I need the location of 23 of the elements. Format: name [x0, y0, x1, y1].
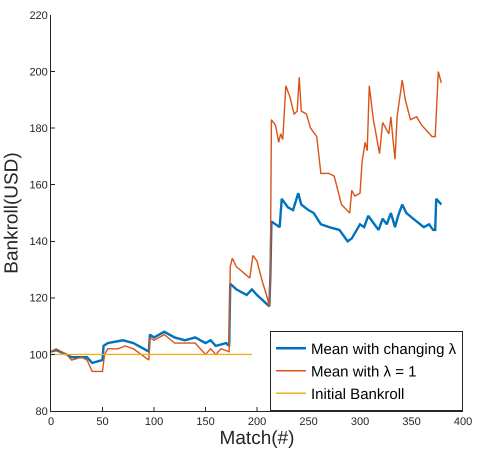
- y-tick-label: 160: [29, 180, 48, 192]
- x-tick-label: 50: [96, 416, 109, 428]
- y-tick-label: 140: [29, 236, 48, 248]
- y-tick-label: 120: [29, 292, 48, 305]
- legend-label: Mean with λ = 1: [311, 364, 416, 381]
- y-tick-label: 200: [29, 66, 48, 78]
- x-tick-label: 300: [350, 416, 370, 428]
- y-tick-label: 80: [36, 406, 48, 418]
- x-tick-label: 100: [144, 416, 164, 428]
- legend-label: Initial Bankroll: [311, 386, 404, 404]
- y-tick-label: 180: [29, 122, 48, 135]
- x-tick-label: 200: [248, 416, 266, 428]
- x-tick-label: 350: [402, 416, 421, 428]
- line-series: [51, 192, 443, 364]
- x-axis-title: Match(#): [220, 428, 294, 450]
- x-tick-label: 250: [299, 416, 318, 428]
- legend-label: Mean with changing λ: [311, 341, 457, 358]
- y-tick-label: 100: [29, 349, 48, 362]
- x-tick-label: 150: [196, 416, 215, 428]
- x-tick-label: 0: [48, 416, 54, 428]
- y-tick-label: 220: [29, 10, 48, 22]
- x-tick-label: 400: [454, 416, 472, 428]
- y-axis-title: Bankroll(USD): [1, 152, 22, 274]
